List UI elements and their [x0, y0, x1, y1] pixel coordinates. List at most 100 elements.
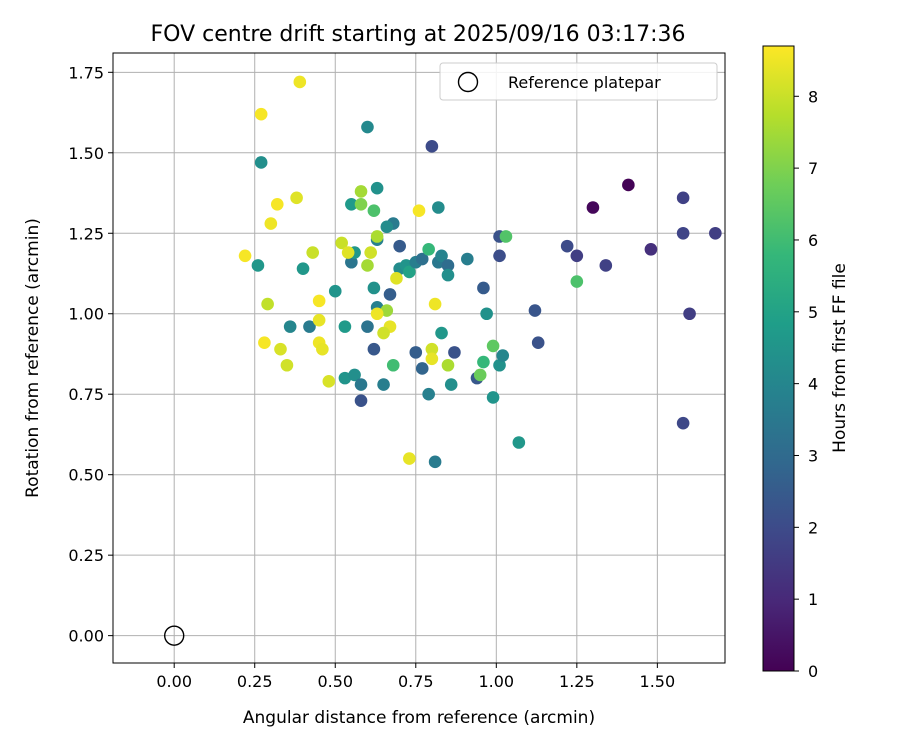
data-point: [586, 201, 600, 214]
data-point: [461, 252, 474, 266]
data-point: [676, 416, 690, 430]
y-tick-label: 0.50: [68, 466, 104, 485]
reference-marker-group: [163, 625, 185, 646]
legend-box: [439, 62, 718, 101]
colorbar-tick-label: 4: [808, 375, 818, 394]
colorbar-gradient: [762, 45, 795, 672]
data-point: [354, 197, 368, 211]
data-point: [683, 307, 696, 321]
data-point: [367, 204, 381, 218]
data-point: [348, 368, 361, 382]
data-point: [403, 452, 416, 465]
colorbar-tick-label: 6: [808, 231, 818, 250]
data-point: [312, 294, 326, 308]
data-point: [283, 320, 297, 333]
data-point: [425, 342, 439, 356]
data-point: [570, 275, 584, 288]
data-point: [528, 304, 542, 317]
y-tick-label: 0.75: [68, 385, 104, 404]
data-point: [570, 249, 584, 263]
data-point: [290, 191, 303, 205]
data-point: [425, 140, 439, 153]
data-point: [312, 313, 326, 327]
colorbar: 0 1 2 3 4 5 6 7 8 Hours from first FF file: [762, 45, 850, 681]
data-point: [422, 387, 435, 401]
data-point: [622, 178, 635, 192]
data-point: [477, 281, 490, 295]
data-point: [432, 201, 445, 214]
data-point: [328, 284, 342, 298]
colorbar-tick-label: 8: [808, 87, 818, 106]
grid-lines: [113, 53, 725, 663]
x-tick-label: 0.25: [237, 672, 273, 691]
data-point: [303, 320, 316, 333]
data-point: [486, 391, 500, 404]
data-point: [341, 246, 355, 259]
x-tick-label: 1.00: [478, 672, 514, 691]
data-point: [296, 262, 310, 275]
data-point: [254, 156, 268, 169]
data-point: [415, 252, 429, 266]
data-point: [377, 378, 390, 391]
data-point: [370, 230, 384, 243]
x-axis-label: Angular distance from reference (arcmin): [243, 708, 595, 728]
data-point: [280, 358, 294, 372]
data-point: [403, 265, 416, 279]
reference-marker: [163, 625, 185, 646]
data-point: [531, 336, 545, 350]
data-point: [428, 297, 442, 311]
x-tick-label: 1.25: [559, 672, 595, 691]
data-point: [370, 181, 384, 195]
x-tick-label: 0.75: [398, 672, 434, 691]
y-tick-label: 1.75: [68, 63, 104, 82]
data-point: [599, 259, 613, 272]
data-point: [367, 342, 381, 356]
data-point: [448, 346, 461, 359]
colorbar-tick-label: 0: [808, 662, 818, 681]
x-tick-label: 0.00: [156, 672, 192, 691]
data-point: [254, 107, 268, 121]
data-point: [306, 246, 320, 259]
data-point: [560, 239, 574, 253]
data-point: [274, 342, 287, 356]
data-point: [709, 226, 722, 240]
data-point: [435, 249, 448, 263]
colorbar-tick-label: 7: [808, 159, 818, 178]
data-point: [367, 281, 381, 295]
colorbar-tick-label: 5: [808, 303, 818, 322]
data-point: [422, 243, 435, 256]
data-point: [345, 255, 358, 269]
data-point: [361, 259, 374, 272]
data-point: [364, 246, 377, 259]
plot-frame: [112, 52, 726, 664]
data-point: [486, 339, 500, 353]
data-point: [480, 307, 493, 321]
data-point: [435, 326, 448, 340]
data-point: [493, 249, 506, 263]
y-axis-ticks: 0.00 0.25 0.50 0.75 1.00 1.25 1.50 1.75: [68, 63, 113, 646]
data-point: [361, 120, 374, 134]
colorbar-label: Hours from first FF file: [830, 263, 850, 453]
x-axis-ticks: 0.00 0.25 0.50 0.75 1.00 1.25 1.50: [156, 663, 675, 691]
chart-title: FOV centre drift starting at 2025/09/16 …: [151, 22, 686, 47]
data-point: [676, 226, 690, 240]
y-axis-label: Rotation from reference (arcmin): [23, 218, 43, 498]
data-point: [444, 378, 458, 391]
data-point: [412, 204, 426, 218]
colorbar-tick-label: 2: [808, 518, 818, 537]
data-point: [370, 307, 384, 321]
data-point: [415, 362, 429, 375]
data-point: [354, 185, 368, 198]
data-point: [493, 358, 506, 372]
colorbar-ticks: 0 1 2 3 4 5 6 7 8: [794, 87, 818, 681]
data-point: [258, 336, 271, 350]
data-point: [386, 358, 400, 372]
data-point: [335, 236, 348, 250]
y-tick-label: 0.00: [68, 627, 104, 646]
data-point: [499, 230, 513, 243]
data-point: [676, 191, 690, 205]
y-tick-label: 1.00: [68, 305, 104, 324]
data-point: [428, 455, 442, 469]
y-tick-label: 1.50: [68, 144, 104, 163]
